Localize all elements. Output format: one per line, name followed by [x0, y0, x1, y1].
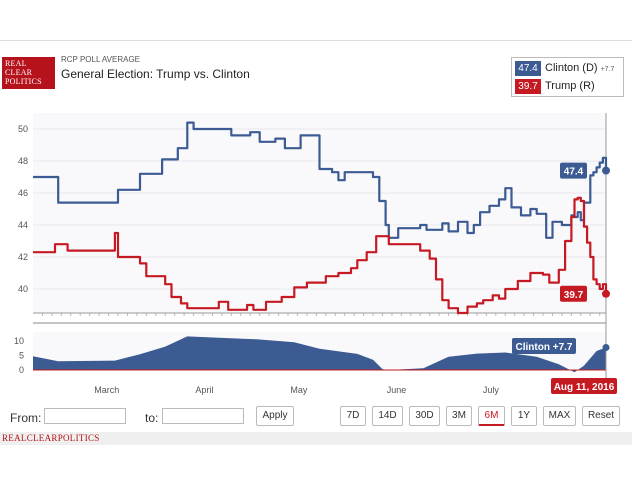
logo-line-1: REAL — [5, 59, 27, 68]
legend-item-trump[interactable]: 39.7 Trump (R) — [515, 79, 595, 94]
end-label-date-box — [551, 378, 617, 394]
legend-value-trump: 39.7 — [515, 79, 541, 94]
spread-y-tick-label: 0 — [19, 365, 24, 375]
poll-chart[interactable]: 40 42 44 46 48 50 0 5 10 March April May June July 47.… — [0, 105, 632, 405]
range-7d-button[interactable]: 7D — [340, 406, 366, 426]
end-label-spread: Clinton +7.7 — [516, 342, 573, 353]
x-tick-label: April — [195, 385, 213, 395]
logo-line-3: POLITICS — [5, 77, 42, 86]
range-controls: From: to: Apply 7D 14D 30D 3M 6M 1Y MAX … — [0, 405, 632, 431]
x-tick-label: June — [387, 385, 407, 395]
range-6m-button[interactable]: 6M — [478, 406, 505, 426]
legend-label-clinton: Clinton (D) — [545, 62, 598, 74]
y-tick-label: 48 — [18, 156, 28, 166]
spread-y-tick-label: 5 — [19, 350, 24, 360]
end-point-spread — [602, 343, 610, 351]
x-tick-label: March — [94, 385, 119, 395]
y-tick-label: 42 — [18, 252, 28, 262]
chart-frame: REAL CLEAR POLITICS RCP POLL AVERAGE Gen… — [0, 40, 632, 445]
x-tick-label: July — [483, 385, 500, 395]
end-point-clinton — [602, 166, 610, 175]
to-date-input[interactable] — [162, 408, 244, 424]
legend-value-clinton: 47.4 — [515, 61, 541, 76]
end-label-trump: 39.7 — [564, 290, 584, 301]
footer: REALCLEARPOLITICS — [0, 432, 632, 445]
legend-change-clinton: +7.7 — [600, 66, 615, 73]
from-label: From: — [10, 411, 42, 425]
range-1y-button[interactable]: 1Y — [511, 406, 537, 426]
rcp-logo[interactable]: REAL CLEAR POLITICS — [2, 57, 55, 89]
x-tick-label: May — [290, 385, 308, 395]
end-label-clinton: 47.4 — [564, 167, 584, 178]
chart-title: General Election: Trump vs. Clinton — [61, 67, 250, 81]
end-label-trump-box — [560, 285, 587, 302]
y-tick-label: 46 — [18, 188, 28, 198]
range-14d-button[interactable]: 14D — [372, 406, 403, 426]
y-tick-label: 40 — [18, 284, 28, 294]
end-point-trump — [602, 289, 610, 298]
range-3m-button[interactable]: 3M — [446, 406, 472, 426]
chart-subtitle: RCP POLL AVERAGE — [61, 55, 140, 64]
y-tick-label: 50 — [18, 124, 28, 134]
end-label-clinton-box — [560, 162, 587, 179]
legend-label-trump: Trump (R) — [545, 80, 595, 92]
footer-brand[interactable]: REALCLEARPOLITICS — [2, 433, 100, 443]
logo-line-2: CLEAR — [5, 68, 33, 77]
from-date-input[interactable] — [44, 408, 126, 424]
to-label: to: — [145, 411, 159, 425]
end-label-date: Aug 11, 2016 — [554, 382, 615, 393]
range-max-button[interactable]: MAX — [543, 406, 576, 426]
range-30d-button[interactable]: 30D — [409, 406, 440, 426]
legend: 47.4 Clinton (D) +7.7 39.7 Trump (R) — [511, 57, 624, 97]
apply-button[interactable]: Apply — [256, 406, 294, 426]
end-label-spread-box — [512, 338, 576, 354]
spread-area — [33, 336, 606, 373]
reset-button[interactable]: Reset — [582, 406, 620, 426]
y-tick-label: 44 — [18, 220, 28, 230]
series-line-trump — [33, 196, 608, 315]
legend-item-clinton[interactable]: 47.4 Clinton (D) +7.7 — [515, 61, 614, 76]
spread-y-tick-label: 10 — [14, 336, 24, 346]
